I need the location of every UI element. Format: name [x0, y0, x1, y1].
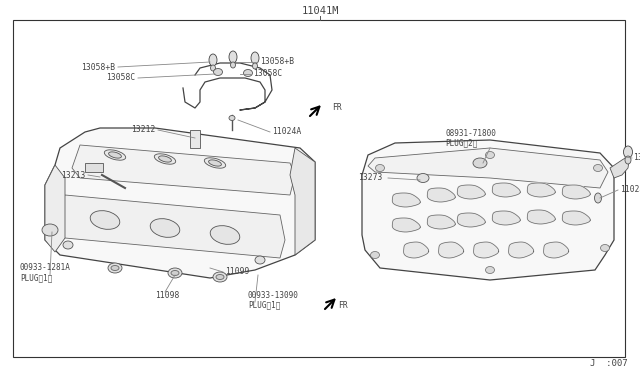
Text: 11041M: 11041M	[301, 6, 339, 16]
Text: 13273: 13273	[358, 173, 382, 183]
Ellipse shape	[486, 266, 495, 273]
Text: PLUG、1）: PLUG、1）	[20, 273, 52, 282]
Ellipse shape	[111, 266, 119, 270]
Ellipse shape	[210, 226, 240, 244]
Ellipse shape	[473, 158, 487, 168]
Polygon shape	[428, 215, 455, 229]
Ellipse shape	[376, 164, 385, 171]
Polygon shape	[392, 193, 420, 207]
Ellipse shape	[625, 156, 631, 164]
Ellipse shape	[209, 54, 217, 66]
Polygon shape	[527, 210, 556, 224]
Ellipse shape	[230, 62, 236, 68]
Text: 13212: 13212	[131, 125, 155, 135]
Polygon shape	[563, 211, 590, 225]
Text: 13058C: 13058C	[253, 70, 282, 78]
Ellipse shape	[104, 150, 125, 160]
Ellipse shape	[150, 219, 180, 237]
Ellipse shape	[255, 256, 265, 264]
Ellipse shape	[168, 268, 182, 278]
Text: 13213: 13213	[61, 170, 85, 180]
Text: 13058+A: 13058+A	[633, 154, 640, 163]
Ellipse shape	[204, 158, 226, 168]
Bar	[190, 130, 200, 148]
Ellipse shape	[63, 241, 73, 249]
Polygon shape	[610, 155, 630, 178]
Bar	[85, 163, 103, 172]
Ellipse shape	[90, 211, 120, 230]
Polygon shape	[492, 183, 520, 197]
Ellipse shape	[108, 263, 122, 273]
Ellipse shape	[159, 156, 172, 162]
Ellipse shape	[211, 65, 216, 71]
Ellipse shape	[251, 52, 259, 64]
Text: FR: FR	[332, 103, 342, 112]
Polygon shape	[563, 185, 590, 199]
Text: 00933-13090: 00933-13090	[248, 291, 299, 299]
Ellipse shape	[214, 68, 223, 76]
Polygon shape	[72, 145, 295, 195]
Ellipse shape	[213, 272, 227, 282]
Text: 13058+B: 13058+B	[81, 62, 115, 71]
Text: 13058+B: 13058+B	[260, 58, 294, 67]
Text: 08931-71800: 08931-71800	[445, 128, 496, 138]
Ellipse shape	[371, 251, 380, 259]
Polygon shape	[457, 213, 485, 227]
Polygon shape	[527, 183, 556, 197]
Ellipse shape	[243, 70, 253, 77]
Polygon shape	[438, 242, 464, 258]
Polygon shape	[474, 242, 499, 258]
Text: 11098: 11098	[155, 291, 179, 299]
Polygon shape	[45, 128, 315, 278]
Polygon shape	[543, 242, 569, 258]
Polygon shape	[428, 188, 455, 202]
Text: PLUG、2）: PLUG、2）	[445, 138, 477, 148]
Ellipse shape	[229, 51, 237, 63]
Ellipse shape	[593, 164, 602, 171]
Polygon shape	[457, 185, 485, 199]
Ellipse shape	[229, 115, 235, 121]
Ellipse shape	[216, 275, 224, 279]
Text: FR: FR	[338, 301, 348, 310]
Text: 11024A: 11024A	[620, 186, 640, 195]
Text: 11099: 11099	[225, 267, 250, 276]
Polygon shape	[392, 218, 420, 232]
Text: 00933-1281A: 00933-1281A	[20, 263, 71, 273]
Polygon shape	[368, 148, 608, 188]
Polygon shape	[509, 242, 534, 258]
Polygon shape	[55, 195, 285, 258]
Ellipse shape	[600, 244, 609, 251]
Polygon shape	[290, 148, 315, 255]
Ellipse shape	[109, 152, 122, 158]
Polygon shape	[492, 211, 520, 225]
Text: 11024A: 11024A	[272, 128, 301, 137]
Ellipse shape	[42, 224, 58, 236]
Text: 13058C: 13058C	[106, 74, 135, 83]
Polygon shape	[362, 140, 614, 280]
Polygon shape	[45, 165, 65, 252]
Ellipse shape	[623, 146, 632, 158]
Ellipse shape	[209, 160, 221, 166]
Polygon shape	[404, 242, 429, 258]
Ellipse shape	[253, 63, 257, 69]
Ellipse shape	[154, 154, 176, 164]
Text: J  :007: J :007	[590, 359, 628, 369]
Ellipse shape	[486, 151, 495, 158]
Text: PLUG、1）: PLUG、1）	[248, 301, 280, 310]
Ellipse shape	[417, 173, 429, 183]
Ellipse shape	[595, 193, 602, 203]
Ellipse shape	[171, 270, 179, 276]
